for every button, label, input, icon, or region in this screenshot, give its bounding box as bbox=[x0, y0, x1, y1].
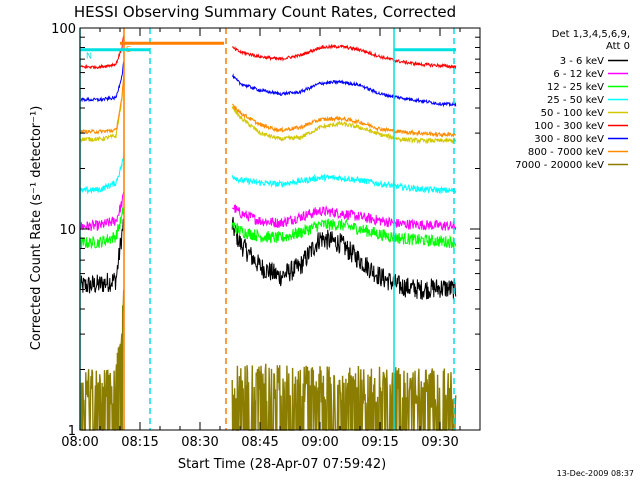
legend: Det 1,3,4,5,6,9,Att 03 - 6 keV 6 - 12 keV… bbox=[515, 29, 630, 171]
x-tick-label-1: 08:15 bbox=[121, 435, 158, 450]
series-4 bbox=[79, 78, 457, 145]
legend-label-5: 100 - 300 keV bbox=[534, 121, 604, 132]
legend-label-7: 800 - 7000 keV bbox=[528, 147, 604, 158]
y-tick-label-1: 10 bbox=[59, 223, 76, 238]
series-8 bbox=[79, 289, 457, 431]
x-tick-label-4: 09:00 bbox=[301, 435, 338, 450]
series-0 bbox=[79, 216, 457, 300]
x-tick-label-3: 08:45 bbox=[241, 435, 278, 450]
legend-label-2: 12 - 25 keV bbox=[547, 82, 604, 93]
series-1-segment-1 bbox=[231, 204, 457, 231]
chart-title: HESSI Observing Summary Count Rates, Cor… bbox=[74, 3, 456, 21]
series-2-segment-0 bbox=[79, 207, 125, 249]
series-1-segment-0 bbox=[79, 191, 125, 232]
series-6-segment-0 bbox=[79, 61, 125, 103]
x-tick-label-5: 09:15 bbox=[361, 435, 398, 450]
legend-label-6: 300 - 800 keV bbox=[534, 134, 604, 145]
marker-layer: SN bbox=[79, 28, 456, 430]
series-layer bbox=[79, 35, 457, 431]
series-5-segment-1 bbox=[231, 43, 457, 70]
x-tick-label-2: 08:30 bbox=[181, 435, 218, 450]
legend-label-8: 7000 - 20000 keV bbox=[515, 160, 604, 171]
legend-label-1: 6 - 12 keV bbox=[553, 69, 604, 80]
series-0-segment-0 bbox=[79, 218, 125, 294]
legend-label-3: 25 - 50 keV bbox=[547, 95, 604, 106]
series-4-segment-1 bbox=[231, 105, 457, 145]
series-8-segment-1 bbox=[231, 363, 457, 431]
timestamp: 13-Dec-2009 08:37 bbox=[557, 469, 634, 478]
series-2-segment-1 bbox=[231, 218, 457, 249]
series-3-segment-1 bbox=[231, 173, 457, 195]
legend-header-1: Att 0 bbox=[606, 41, 630, 52]
series-2 bbox=[79, 207, 457, 249]
axis-layer: 08:00 08:15 08:30 08:45 09:00 09:15 09:30 1 10 10… bbox=[51, 22, 481, 450]
y-tick-label-2: 100 bbox=[51, 22, 76, 37]
series-7-segment-0 bbox=[79, 75, 125, 135]
flag-label-1: N bbox=[86, 52, 92, 61]
legend-label-0: 3 - 6 keV bbox=[560, 56, 604, 67]
legend-label-4: 50 - 100 keV bbox=[541, 108, 605, 119]
series-5-segment-0 bbox=[79, 35, 125, 70]
y-axis-label: Corrected Count Rate (s⁻¹ detector⁻¹) bbox=[29, 106, 44, 351]
series-3 bbox=[79, 157, 457, 195]
series-0-segment-1 bbox=[231, 216, 457, 300]
series-6 bbox=[79, 61, 457, 108]
series-8-segment-0 bbox=[79, 289, 125, 431]
x-axis-label: Start Time (28-Apr-07 07:59:42) bbox=[178, 457, 386, 472]
series-5 bbox=[79, 35, 457, 70]
x-tick-label-0: 08:00 bbox=[61, 435, 98, 450]
legend-header-0: Det 1,3,4,5,6,9, bbox=[552, 29, 630, 40]
series-6-segment-1 bbox=[232, 73, 457, 108]
x-tick-label-6: 09:30 bbox=[421, 435, 458, 450]
series-4-segment-0 bbox=[79, 78, 125, 143]
series-1 bbox=[79, 191, 457, 232]
series-3-segment-0 bbox=[79, 157, 125, 195]
series-7 bbox=[79, 75, 457, 138]
series-7-segment-1 bbox=[232, 103, 457, 138]
y-tick-label-0: 1 bbox=[68, 424, 76, 439]
